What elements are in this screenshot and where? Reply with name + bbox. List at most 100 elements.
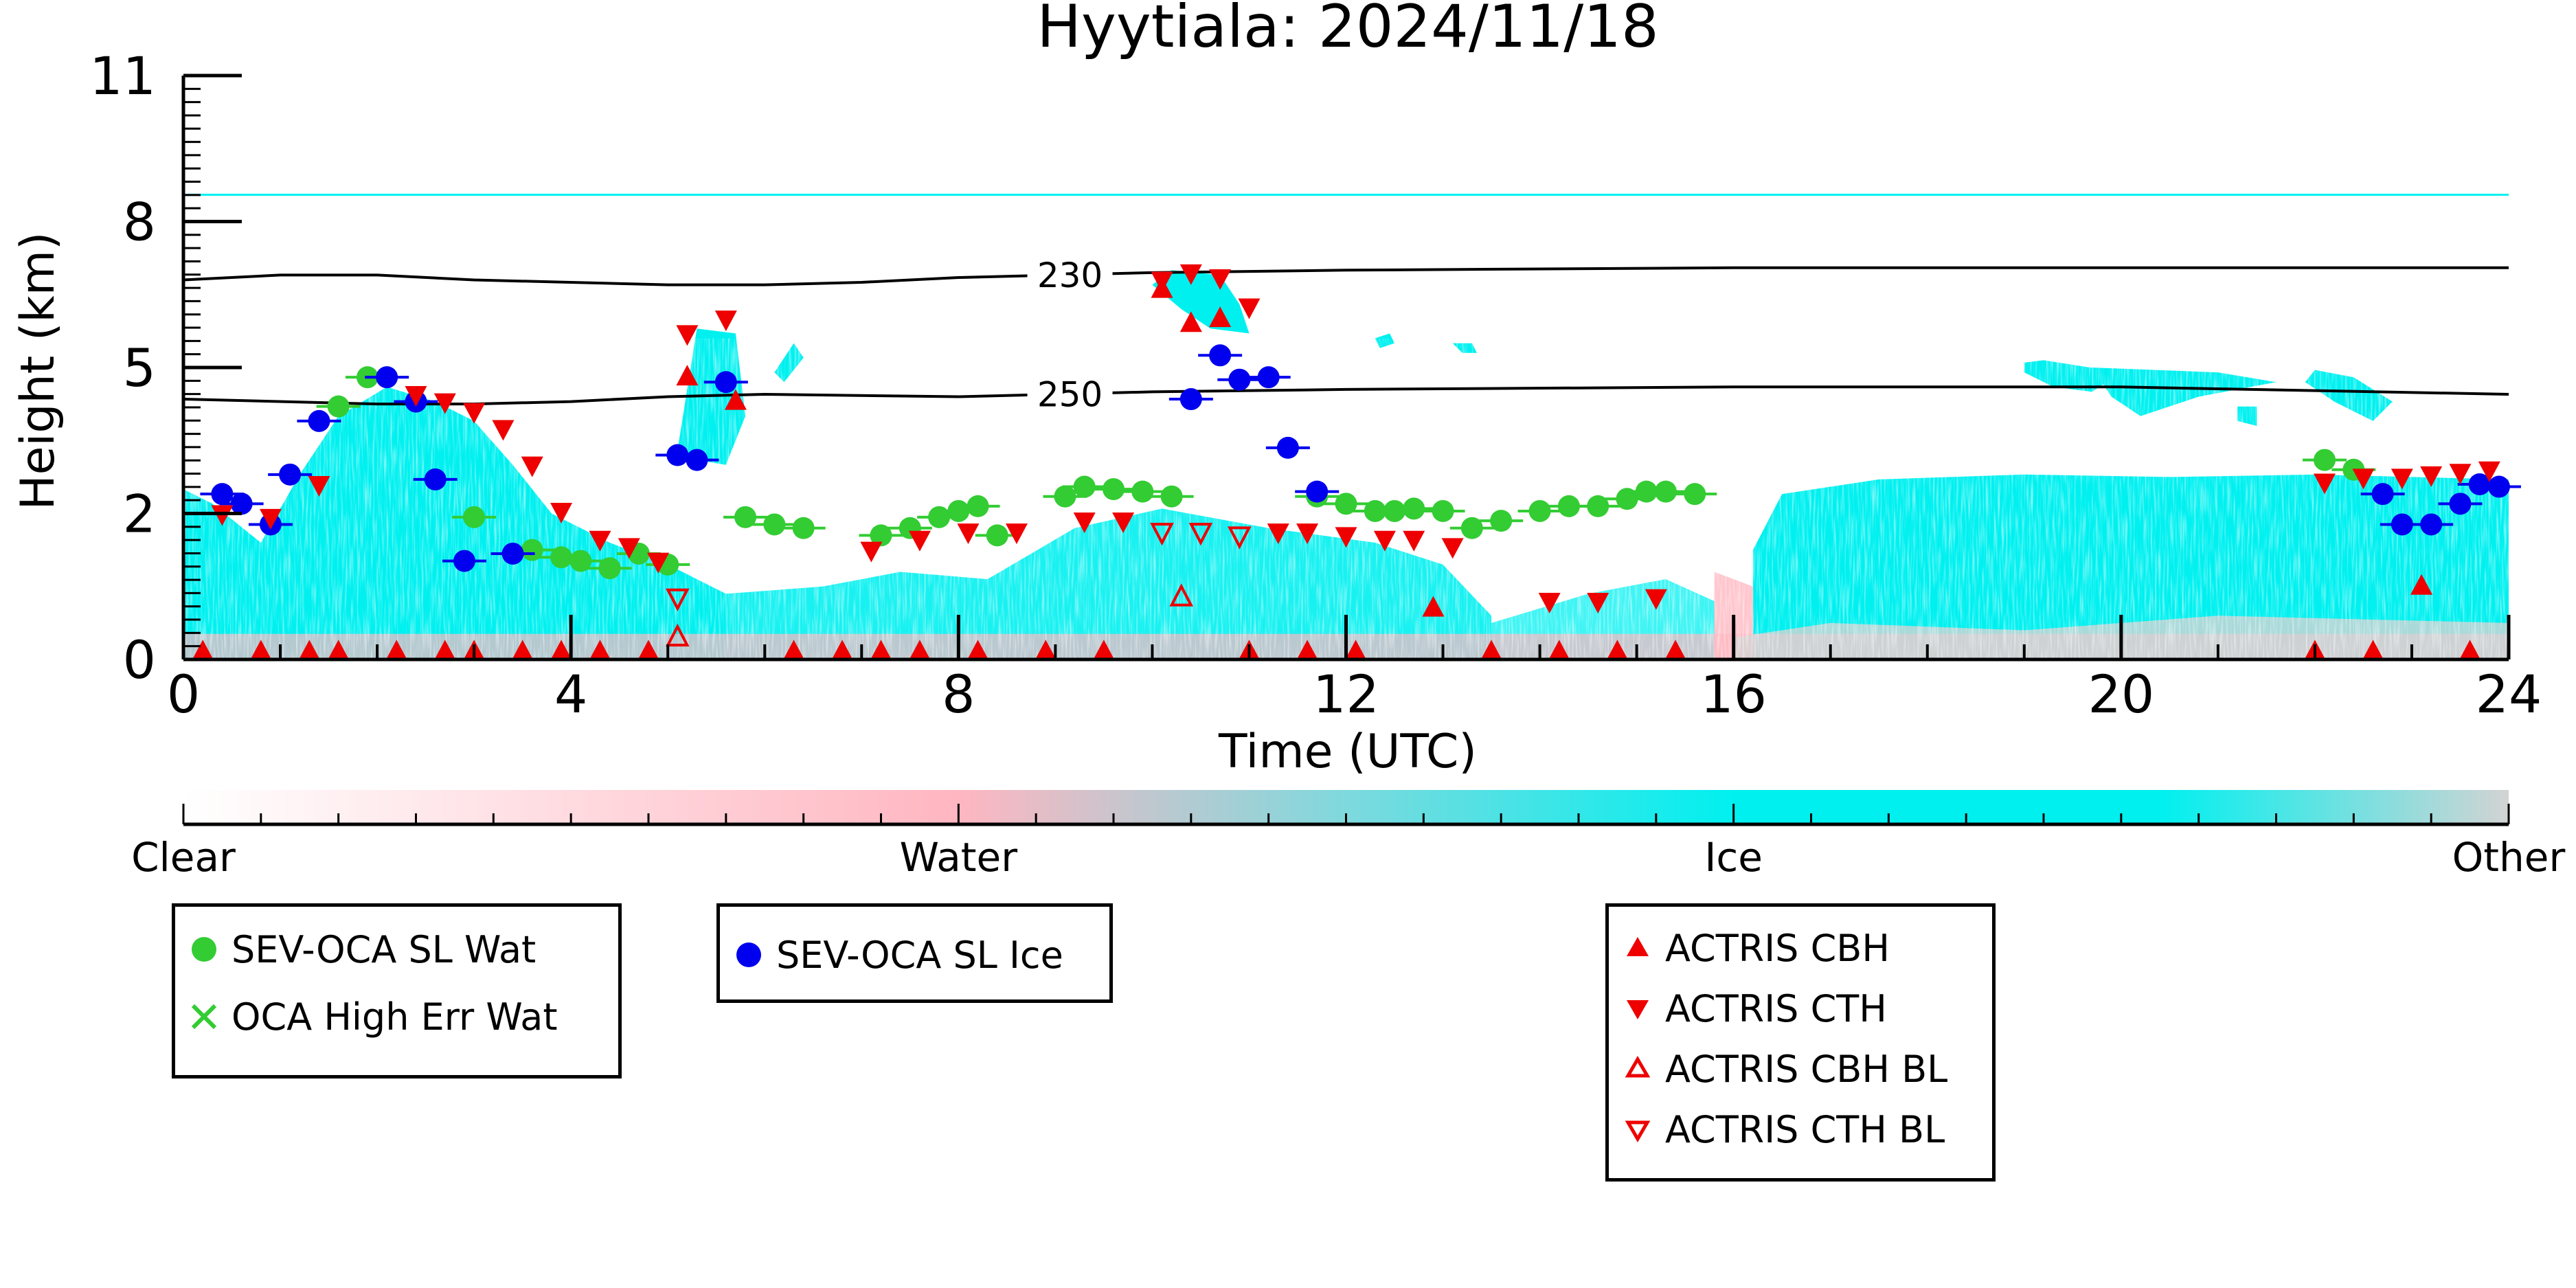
cbh-marker — [589, 640, 611, 661]
colorbar-label: Other — [2452, 834, 2566, 881]
water-marker — [1403, 497, 1425, 520]
cth-marker — [1403, 530, 1425, 552]
x-tick-label: 12 — [1313, 664, 1379, 725]
ice-marker — [1228, 368, 1251, 391]
ice-marker — [501, 542, 524, 565]
cbh-marker — [782, 640, 805, 661]
y-tick-label: 11 — [89, 45, 156, 106]
legend-item-oca-high-err: OCA High Err Wat — [175, 989, 558, 1044]
water-marker — [598, 557, 621, 580]
water-marker — [928, 506, 951, 528]
legend-label: ACTRIS CBH — [1665, 926, 1890, 970]
ice-marker — [2487, 475, 2510, 498]
x-tick-label: 24 — [2476, 664, 2542, 725]
cth-bl-marker — [1150, 523, 1174, 546]
water-marker — [2314, 449, 2336, 471]
water-marker — [1684, 483, 1706, 506]
water-marker — [1160, 485, 1183, 508]
water-marker — [1616, 488, 1638, 510]
ice-marker — [1209, 344, 1232, 367]
cth-marker — [2478, 461, 2500, 482]
cbh-marker — [1422, 596, 1445, 617]
cbh-bl-marker — [1169, 583, 1194, 607]
cbh-marker — [1480, 640, 1503, 661]
water-marker — [1587, 495, 1609, 517]
cbh-marker — [192, 640, 214, 661]
cth-marker — [405, 385, 427, 407]
ice-marker — [1306, 480, 1329, 503]
water-marker — [550, 546, 573, 569]
ice-marker — [2371, 483, 2394, 506]
water-marker — [1335, 493, 1357, 515]
green-x-icon — [191, 1004, 217, 1030]
cth-marker — [1151, 271, 1173, 293]
cloud-mask-image — [183, 194, 2509, 659]
cth-marker — [589, 530, 611, 552]
x-tick-label: 0 — [167, 664, 200, 725]
legend-item-cth-bl: ACTRIS CTH BL — [1609, 1102, 1945, 1157]
water-marker — [792, 517, 815, 539]
legend-item-cth: ACTRIS CTH — [1609, 981, 1887, 1036]
x-tick-label: 16 — [1700, 664, 1767, 725]
cth-marker — [492, 420, 515, 441]
cth-marker — [1179, 264, 1202, 285]
cbh-marker — [433, 640, 456, 661]
cth-marker — [1373, 530, 1396, 552]
cth-marker — [1587, 593, 1609, 613]
ice-marker — [308, 409, 330, 432]
cbh-marker — [637, 640, 659, 661]
ice-marker — [2449, 493, 2472, 515]
legend-water: SEV-OCA SL Wat OCA High Err Wat — [172, 903, 622, 1078]
cbh-marker — [327, 640, 350, 661]
cth-marker — [2352, 468, 2375, 490]
cbh-marker — [511, 640, 534, 661]
cth-marker — [1296, 523, 1319, 545]
cbh-marker — [1209, 306, 1232, 328]
cbh-marker — [385, 640, 408, 661]
cbh-marker — [1548, 640, 1570, 661]
x-tick-label: 20 — [2088, 664, 2154, 725]
cth-marker — [2420, 466, 2443, 487]
cth-marker — [259, 508, 282, 530]
cth-marker — [550, 502, 573, 523]
ice-marker — [666, 444, 689, 466]
cth-marker — [433, 393, 456, 414]
cbh-marker — [550, 640, 573, 661]
colorbar-label: Clear — [131, 834, 236, 881]
cth-marker — [957, 523, 980, 545]
cth-marker — [1112, 512, 1135, 534]
legend-label: SEV-OCA SL Wat — [231, 927, 536, 971]
y-tick-label: 5 — [123, 337, 156, 398]
colorbar-label: Water — [900, 834, 1018, 881]
blue-circle-icon — [736, 942, 761, 967]
cbh-marker — [1664, 640, 1687, 661]
y-tick-label: 0 — [123, 629, 156, 690]
water-marker — [1654, 480, 1677, 503]
water-marker — [947, 499, 970, 522]
cbh-marker — [831, 640, 854, 661]
cbh-marker — [1344, 640, 1367, 661]
legend-label: SEV-OCA SL Ice — [776, 933, 1063, 977]
legend-label: ACTRIS CTH — [1665, 986, 1887, 1030]
cbh-marker — [1092, 640, 1115, 661]
cth-marker — [618, 538, 640, 559]
cth-marker — [1335, 527, 1357, 548]
ice-marker — [230, 493, 253, 515]
contour-label-bg — [1027, 255, 1113, 294]
cbh-marker — [2410, 574, 2433, 595]
cth-marker — [2391, 468, 2413, 490]
cth-marker — [1005, 523, 1028, 545]
cth-marker — [1267, 523, 1289, 545]
cbh-marker — [724, 389, 747, 410]
water-marker — [967, 495, 989, 517]
legend-label: ACTRIS CTH BL — [1665, 1107, 1945, 1151]
water-marker — [763, 513, 786, 536]
water-marker — [1073, 475, 1096, 498]
cbh-marker — [2362, 640, 2384, 661]
cbh-marker — [1035, 640, 1057, 661]
legend-actris: ACTRIS CBH ACTRIS CTH ACTRIS CBH BL ACTR… — [1605, 903, 1996, 1182]
x-axis-label: Time (UTC) — [1218, 725, 1477, 779]
cth-marker — [676, 325, 699, 346]
water-marker — [870, 524, 892, 547]
